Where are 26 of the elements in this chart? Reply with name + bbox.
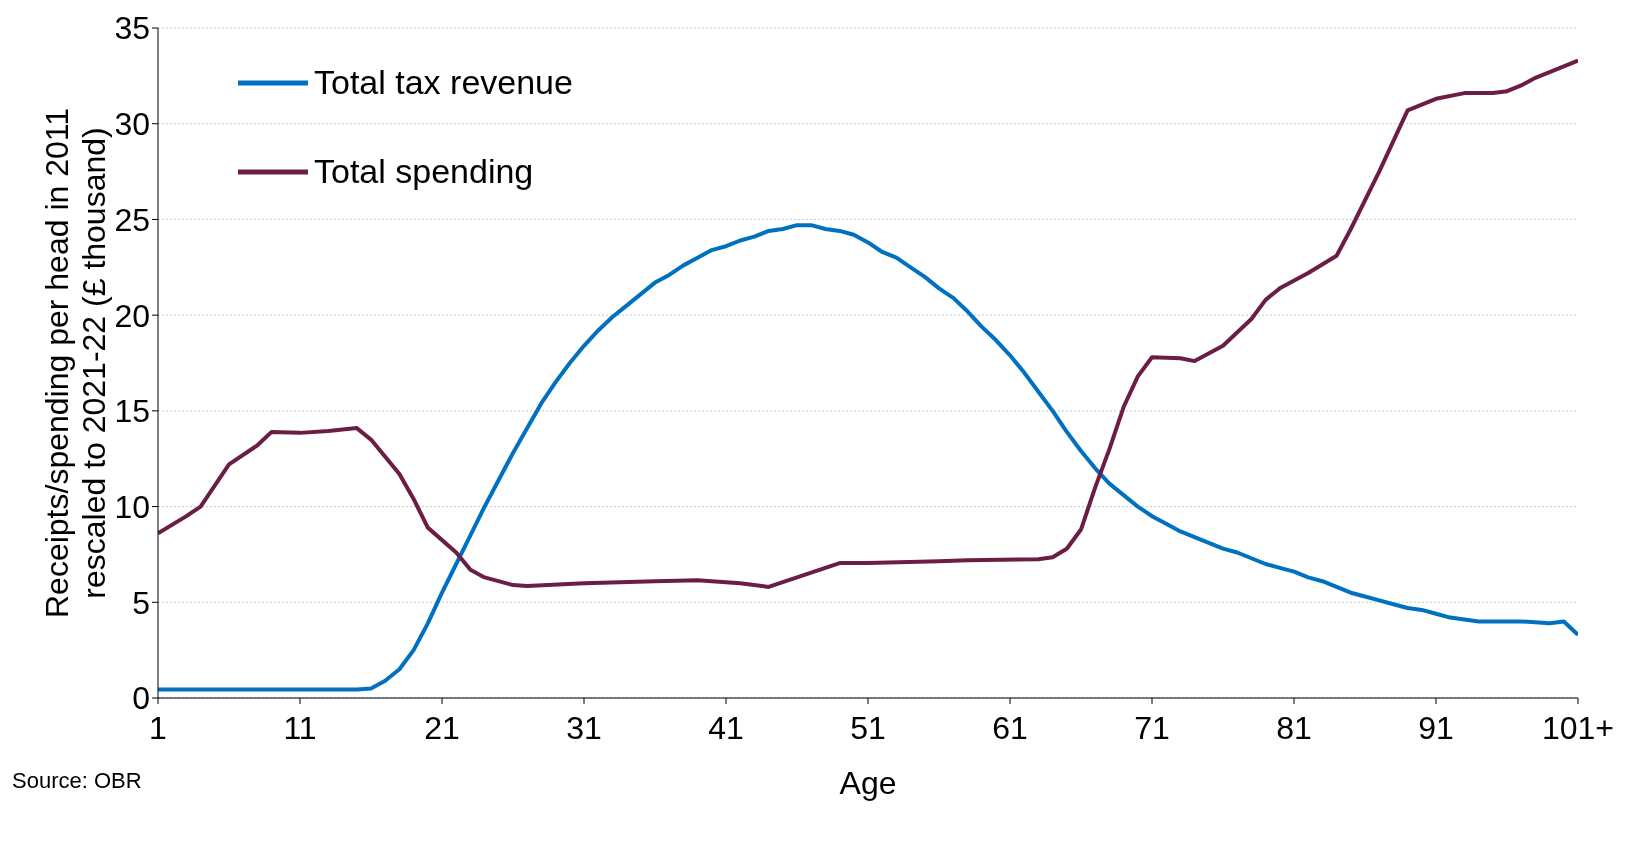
x-tick-label: 61 (992, 709, 1028, 746)
line-series (158, 223, 1578, 692)
x-axis-title: Age (839, 765, 897, 801)
y-tick-label: 0 (132, 680, 150, 717)
legend-label: Total tax revenue (314, 63, 573, 102)
legend-label: Total spending (314, 152, 534, 191)
x-tick-label: 31 (566, 709, 602, 746)
x-tick-label: 101+ (1541, 709, 1615, 746)
y-tick-label: 5 (132, 584, 150, 621)
y-tick-label: 25 (114, 201, 150, 238)
y-tick-label: 30 (114, 106, 150, 143)
x-tick-label: 81 (1276, 709, 1312, 746)
x-tick-label: 21 (424, 709, 460, 746)
y-tick-label: 20 (114, 297, 150, 334)
x-tick-label: 41 (708, 709, 744, 746)
line-series (158, 58, 1578, 589)
x-tick-label: 91 (1418, 709, 1454, 746)
x-tick-label: 71 (1134, 709, 1170, 746)
x-tick-label: 51 (850, 709, 886, 746)
x-tick-label: 11 (283, 709, 317, 746)
y-tick-label: 15 (114, 393, 150, 430)
x-tick-label: 1 (149, 709, 167, 746)
y-tick-label: 35 (114, 10, 150, 47)
source-note: Source: OBR (12, 768, 142, 794)
y-tick-label: 10 (114, 488, 150, 525)
y-axis-title: Receipts/spending per head in 2011 rescaled to 2021-22 (£ thousand) (39, 108, 113, 618)
